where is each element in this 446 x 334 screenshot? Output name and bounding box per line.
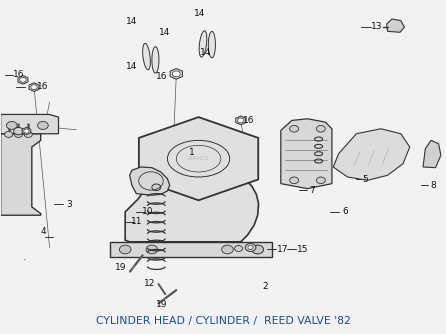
Text: 3: 3: [67, 200, 73, 209]
Text: 4: 4: [40, 227, 46, 236]
Text: 8: 8: [430, 181, 436, 190]
Circle shape: [248, 245, 253, 249]
Circle shape: [290, 126, 298, 132]
Polygon shape: [1, 134, 41, 215]
Polygon shape: [125, 164, 259, 242]
Polygon shape: [423, 140, 441, 168]
Circle shape: [290, 177, 298, 184]
Circle shape: [252, 245, 264, 254]
Text: 14: 14: [199, 48, 211, 57]
Polygon shape: [110, 242, 272, 257]
Text: 6: 6: [343, 207, 348, 216]
Circle shape: [316, 126, 325, 132]
Polygon shape: [208, 31, 215, 58]
Polygon shape: [199, 31, 207, 57]
Circle shape: [252, 245, 264, 254]
Text: 19: 19: [156, 300, 167, 309]
Text: 2IMGS: 2IMGS: [187, 156, 210, 161]
Polygon shape: [130, 167, 169, 195]
Circle shape: [37, 122, 48, 129]
Polygon shape: [18, 75, 28, 84]
Polygon shape: [22, 127, 31, 135]
Text: 15: 15: [297, 245, 309, 254]
Polygon shape: [143, 43, 150, 70]
Polygon shape: [333, 129, 410, 180]
Circle shape: [24, 129, 29, 133]
Circle shape: [31, 85, 37, 90]
Circle shape: [245, 243, 256, 252]
Text: 11: 11: [131, 217, 142, 226]
Text: CYLINDER HEAD / CYLINDER /  REED VALVE '82: CYLINDER HEAD / CYLINDER / REED VALVE '8…: [95, 316, 351, 326]
Polygon shape: [387, 19, 405, 32]
Circle shape: [222, 245, 233, 254]
Circle shape: [235, 245, 243, 252]
Polygon shape: [29, 83, 39, 92]
Text: 12: 12: [144, 279, 155, 288]
Circle shape: [238, 118, 244, 123]
Circle shape: [173, 71, 180, 77]
Polygon shape: [139, 117, 258, 200]
Circle shape: [7, 122, 17, 129]
Polygon shape: [170, 68, 182, 79]
Polygon shape: [152, 47, 159, 73]
Text: 16: 16: [243, 116, 255, 125]
Circle shape: [14, 131, 22, 137]
Text: 14: 14: [126, 17, 137, 26]
Text: 16: 16: [157, 72, 168, 81]
Polygon shape: [236, 116, 246, 125]
Text: 19: 19: [115, 263, 127, 272]
Circle shape: [316, 177, 325, 184]
Text: 14: 14: [126, 62, 137, 71]
Text: 14: 14: [194, 8, 206, 17]
Circle shape: [20, 77, 26, 82]
Text: 10: 10: [142, 207, 153, 216]
Circle shape: [120, 245, 131, 254]
Text: 5: 5: [363, 175, 368, 184]
Text: 14: 14: [159, 28, 170, 37]
Text: 17: 17: [277, 245, 288, 254]
Circle shape: [146, 245, 157, 254]
Polygon shape: [1, 115, 58, 134]
Text: 16: 16: [37, 82, 49, 91]
Circle shape: [152, 184, 161, 191]
Circle shape: [24, 131, 32, 137]
Polygon shape: [281, 119, 332, 189]
Text: 7: 7: [309, 186, 315, 195]
Circle shape: [5, 131, 12, 137]
Text: 2: 2: [262, 282, 268, 291]
Text: 13: 13: [371, 22, 382, 31]
Text: 16: 16: [13, 70, 24, 79]
Circle shape: [13, 127, 23, 135]
Text: 1: 1: [189, 148, 195, 157]
